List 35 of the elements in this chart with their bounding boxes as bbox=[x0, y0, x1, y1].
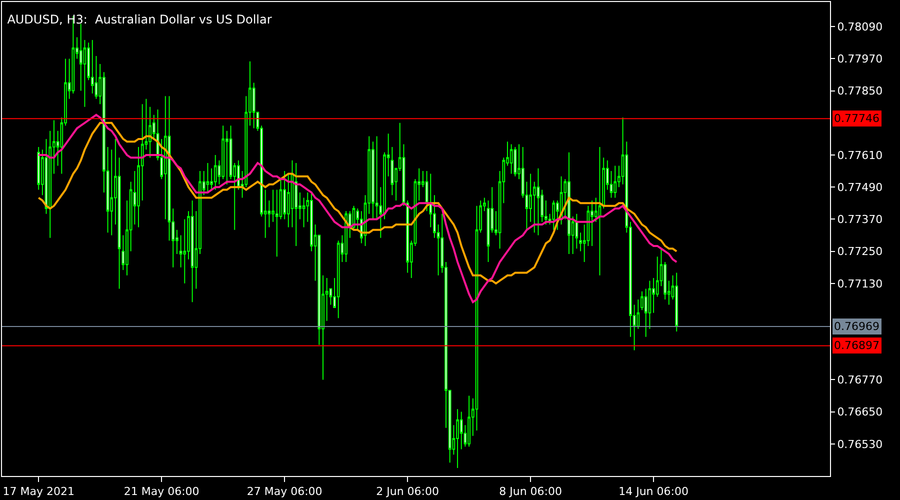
y-tick-label: 0.77130 bbox=[837, 277, 883, 290]
y-tick-label: 0.77970 bbox=[837, 52, 883, 66]
candlestick bbox=[510, 144, 513, 174]
x-tick-label: 14 Jun 06:00 bbox=[618, 485, 688, 498]
y-tick-label: 0.77250 bbox=[837, 245, 883, 258]
candlestick bbox=[598, 146, 602, 276]
ref-line-label: 0.77746 bbox=[834, 112, 880, 125]
y-tick-label: 0.77370 bbox=[837, 213, 883, 226]
x-tick-label: 17 May 2021 bbox=[2, 485, 74, 498]
candlestick bbox=[190, 200, 194, 303]
y-tick-label: 0.78090 bbox=[837, 20, 883, 34]
y-tick-label: 0.76650 bbox=[837, 406, 883, 419]
y-tick-label: 0.77850 bbox=[837, 84, 883, 98]
candlestick bbox=[214, 154, 217, 190]
x-tick-label: 21 May 06:00 bbox=[124, 485, 200, 498]
candlestick bbox=[675, 272, 678, 332]
candlestick bbox=[468, 395, 470, 448]
ref-line-label: 0.76897 bbox=[834, 339, 880, 352]
ref-line-label: 0.76969 bbox=[834, 320, 880, 333]
candlestick bbox=[590, 200, 594, 246]
candlestick bbox=[614, 165, 617, 198]
candlestick bbox=[536, 168, 540, 236]
candlestick bbox=[568, 152, 570, 254]
x-tick-label: 8 Jun 06:00 bbox=[499, 485, 562, 498]
x-tick-label: 2 Jun 06:00 bbox=[376, 485, 440, 498]
candlestick bbox=[456, 408, 459, 468]
y-tick-label: 0.76770 bbox=[837, 374, 883, 387]
candlestick bbox=[514, 146, 517, 177]
candlestick bbox=[552, 200, 556, 230]
y-tick-label: 0.76530 bbox=[837, 438, 883, 451]
y-tick-label: 0.77610 bbox=[837, 148, 883, 162]
y-tick-label: 0.77490 bbox=[837, 180, 883, 194]
candlestick bbox=[206, 162, 210, 193]
x-tick-label: 27 May 06:00 bbox=[246, 485, 322, 498]
candlestick bbox=[294, 162, 298, 246]
